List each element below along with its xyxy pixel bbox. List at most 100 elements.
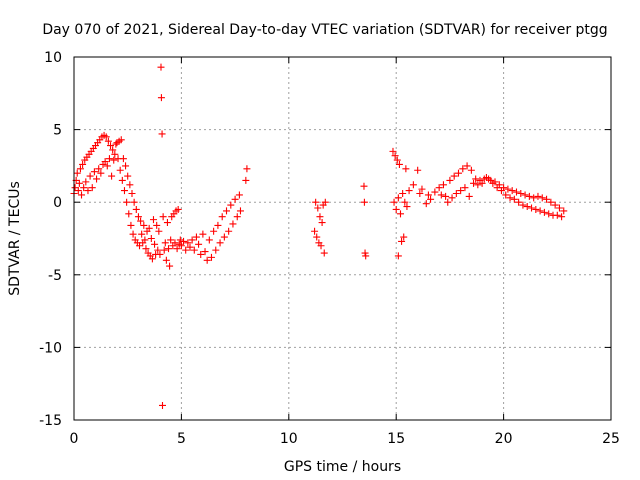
x-tick-label: 5 xyxy=(177,431,186,447)
data-point xyxy=(153,221,161,229)
data-point xyxy=(392,205,400,213)
data-point xyxy=(551,201,559,209)
data-point xyxy=(461,184,469,192)
data-point xyxy=(398,237,406,245)
data-point xyxy=(186,243,194,251)
data-point xyxy=(82,178,90,186)
data-point xyxy=(199,230,207,238)
data-point xyxy=(225,227,233,235)
x-tick-label: 25 xyxy=(602,431,620,447)
data-point xyxy=(155,227,163,235)
data-point xyxy=(321,198,329,206)
y-axis-label: SDTVAR / TECUs xyxy=(7,181,23,296)
data-point xyxy=(242,176,250,184)
data-point xyxy=(508,187,516,195)
data-point xyxy=(534,192,542,200)
data-point xyxy=(119,155,127,163)
data-point xyxy=(205,236,213,244)
data-point xyxy=(147,235,155,242)
data-point xyxy=(472,175,480,183)
data-point xyxy=(88,184,96,192)
data-point xyxy=(80,184,88,192)
data-point xyxy=(444,198,452,206)
data-point xyxy=(142,245,150,253)
data-point xyxy=(459,165,467,173)
data-point xyxy=(157,63,165,71)
data-point xyxy=(393,156,401,164)
data-point xyxy=(130,198,138,206)
data-point xyxy=(78,191,86,199)
data-point xyxy=(523,203,531,211)
data-point xyxy=(203,256,211,264)
chart-title: Day 070 of 2021, Sidereal Day-to-day VTE… xyxy=(42,22,607,38)
data-point xyxy=(313,233,321,241)
data-point xyxy=(402,165,410,173)
y-tick-label: 0 xyxy=(53,195,62,211)
data-point xyxy=(74,187,82,195)
data-point xyxy=(553,211,561,219)
data-point xyxy=(500,184,508,192)
data-point xyxy=(161,239,169,247)
data-point xyxy=(403,203,411,211)
data-point xyxy=(184,239,192,247)
data-point xyxy=(416,189,424,197)
y-tick-label: -10 xyxy=(39,340,62,356)
data-point xyxy=(75,179,83,187)
data-point xyxy=(528,204,536,212)
data-point xyxy=(435,184,443,192)
data-point xyxy=(122,162,130,170)
data-point xyxy=(138,230,146,238)
data-point xyxy=(318,219,326,227)
data-point xyxy=(141,236,149,244)
data-point xyxy=(173,245,181,253)
data-point xyxy=(463,162,471,170)
data-point xyxy=(174,205,182,213)
data-point xyxy=(502,191,510,199)
data-point xyxy=(160,246,168,254)
data-point xyxy=(103,162,111,170)
data-point xyxy=(243,165,251,173)
data-point xyxy=(140,221,148,229)
data-point xyxy=(216,239,224,247)
data-point xyxy=(101,158,109,166)
data-point xyxy=(118,176,126,184)
data-point xyxy=(71,184,79,192)
x-tick-label: 15 xyxy=(387,431,405,447)
data-point xyxy=(478,179,486,187)
data-point xyxy=(470,179,478,187)
data-point xyxy=(86,172,94,180)
x-axis-label: GPS time / hours xyxy=(284,459,401,475)
data-point xyxy=(547,198,555,206)
data-point xyxy=(120,187,128,195)
data-point xyxy=(506,194,514,202)
data-point xyxy=(76,165,84,173)
data-point xyxy=(439,181,447,189)
data-point xyxy=(123,198,131,206)
data-point xyxy=(555,204,563,212)
data-point xyxy=(137,217,145,225)
data-point xyxy=(126,181,134,189)
data-point xyxy=(361,249,369,257)
data-point xyxy=(536,207,544,215)
data-point xyxy=(127,221,135,229)
data-point xyxy=(235,191,243,199)
data-point xyxy=(158,401,166,409)
y-tick-label: 5 xyxy=(53,123,62,139)
data-point xyxy=(231,195,239,203)
data-point xyxy=(405,187,413,195)
data-point xyxy=(163,219,171,227)
data-point xyxy=(210,227,218,235)
grid-lines xyxy=(74,57,611,420)
data-point xyxy=(525,192,533,200)
data-point xyxy=(214,221,222,229)
data-point xyxy=(108,172,116,180)
data-point xyxy=(125,210,133,218)
data-point xyxy=(512,188,520,196)
data-point xyxy=(116,166,124,174)
data-point xyxy=(391,152,399,160)
data-point xyxy=(117,136,125,144)
data-point xyxy=(158,130,166,138)
data-point xyxy=(320,249,328,257)
data-point xyxy=(414,166,422,174)
data-point xyxy=(132,205,140,213)
